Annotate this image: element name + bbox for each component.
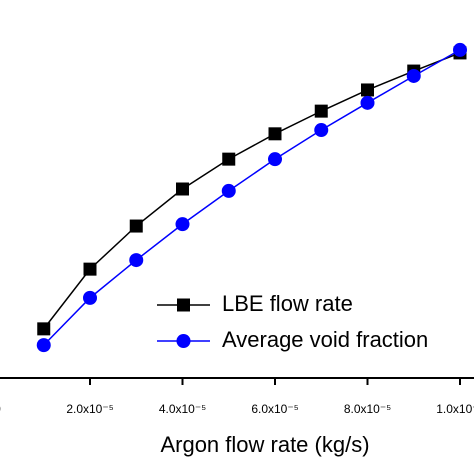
x-tick-label: 1.0x10⁻⁴: [436, 402, 474, 416]
marker: [406, 68, 421, 83]
marker: [314, 104, 328, 118]
marker: [361, 83, 374, 97]
marker: [129, 219, 143, 233]
marker: [83, 290, 97, 305]
marker: [222, 152, 236, 166]
marker: [314, 123, 329, 138]
x-tick-label: 0: [0, 402, 1, 416]
marker: [268, 127, 282, 141]
marker: [360, 95, 375, 110]
x-tick-label: 6.0x10⁻⁵: [251, 402, 298, 416]
legend-marker: [176, 334, 191, 348]
marker: [83, 262, 97, 276]
x-tick-label: 4.0x10⁻⁵: [159, 402, 206, 416]
marker: [453, 42, 467, 57]
legend-marker: [177, 298, 190, 312]
marker: [36, 338, 51, 353]
marker: [175, 217, 190, 232]
marker: [176, 182, 189, 196]
x-axis-label: Argon flow rate (kg/s): [160, 432, 369, 457]
x-tick-label: 2.0x10⁻⁵: [66, 402, 113, 416]
marker: [221, 183, 236, 198]
legend-label: LBE flow rate: [222, 291, 353, 316]
x-tick-label: 8.0x10⁻⁵: [344, 402, 391, 416]
legend-label: Average void fraction: [222, 327, 428, 352]
series-line: [43, 52, 461, 330]
marker: [268, 152, 282, 167]
marker: [129, 253, 144, 268]
marker: [37, 322, 51, 336]
series-line: [43, 49, 461, 346]
